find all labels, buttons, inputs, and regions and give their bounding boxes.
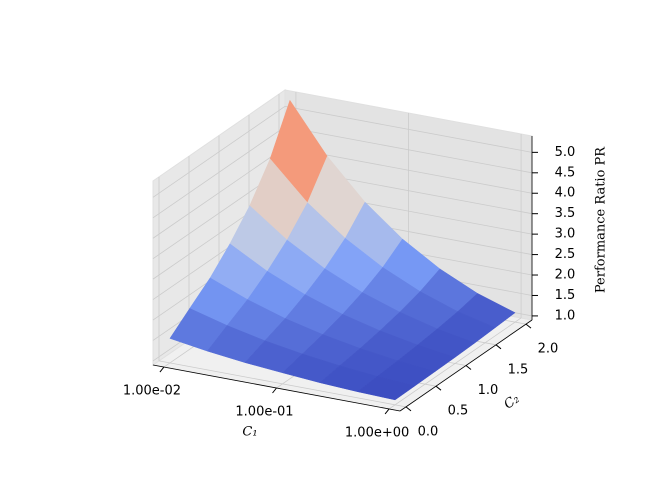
y-tick-label: 1.0 xyxy=(478,383,499,398)
y-tick-label: 1.5 xyxy=(508,362,529,377)
grid-line xyxy=(152,106,286,198)
x-tick-label: 1.00e-01 xyxy=(235,405,293,420)
z-tick-label: 5.0 xyxy=(555,145,576,160)
x-axis-label: C₁ xyxy=(242,425,257,440)
z-tick-label: 3.0 xyxy=(555,227,576,242)
z-tick-label: 2.5 xyxy=(555,247,576,262)
y-tick xyxy=(525,323,532,329)
y-axis-label: C₂ xyxy=(501,392,522,413)
z-tick-label: 4.0 xyxy=(555,186,576,201)
x-tick xyxy=(384,408,390,415)
x-tick xyxy=(159,366,165,373)
y-tick xyxy=(495,344,502,350)
z-tick-label: 4.5 xyxy=(555,165,576,180)
grid-line xyxy=(158,360,407,408)
grid-line xyxy=(152,146,286,239)
y-tick xyxy=(435,385,442,391)
x-tick-label: 1.00e+00 xyxy=(345,425,409,440)
x-tick-label: 1.00e-02 xyxy=(123,384,181,399)
grid-line xyxy=(152,126,286,219)
surface-facet xyxy=(356,376,416,401)
axis-line xyxy=(152,364,401,412)
y-tick-label: 2.0 xyxy=(538,342,559,357)
grid-line xyxy=(284,105,533,153)
axis-line xyxy=(399,319,533,412)
z-axis-label: Performance Ratio PR xyxy=(594,146,609,293)
y-tick-label: 0.0 xyxy=(418,424,439,439)
y-tick-label: 0.5 xyxy=(448,404,469,419)
x-tick xyxy=(272,387,277,394)
grid-line xyxy=(284,126,533,174)
y-tick xyxy=(465,365,472,370)
z-tick-label: 1.0 xyxy=(555,308,576,323)
z-tick-label: 3.5 xyxy=(555,206,576,221)
z-tick-label: 2.0 xyxy=(555,268,576,283)
y-tick xyxy=(405,406,412,412)
z-tick-label: 1.5 xyxy=(555,288,576,303)
